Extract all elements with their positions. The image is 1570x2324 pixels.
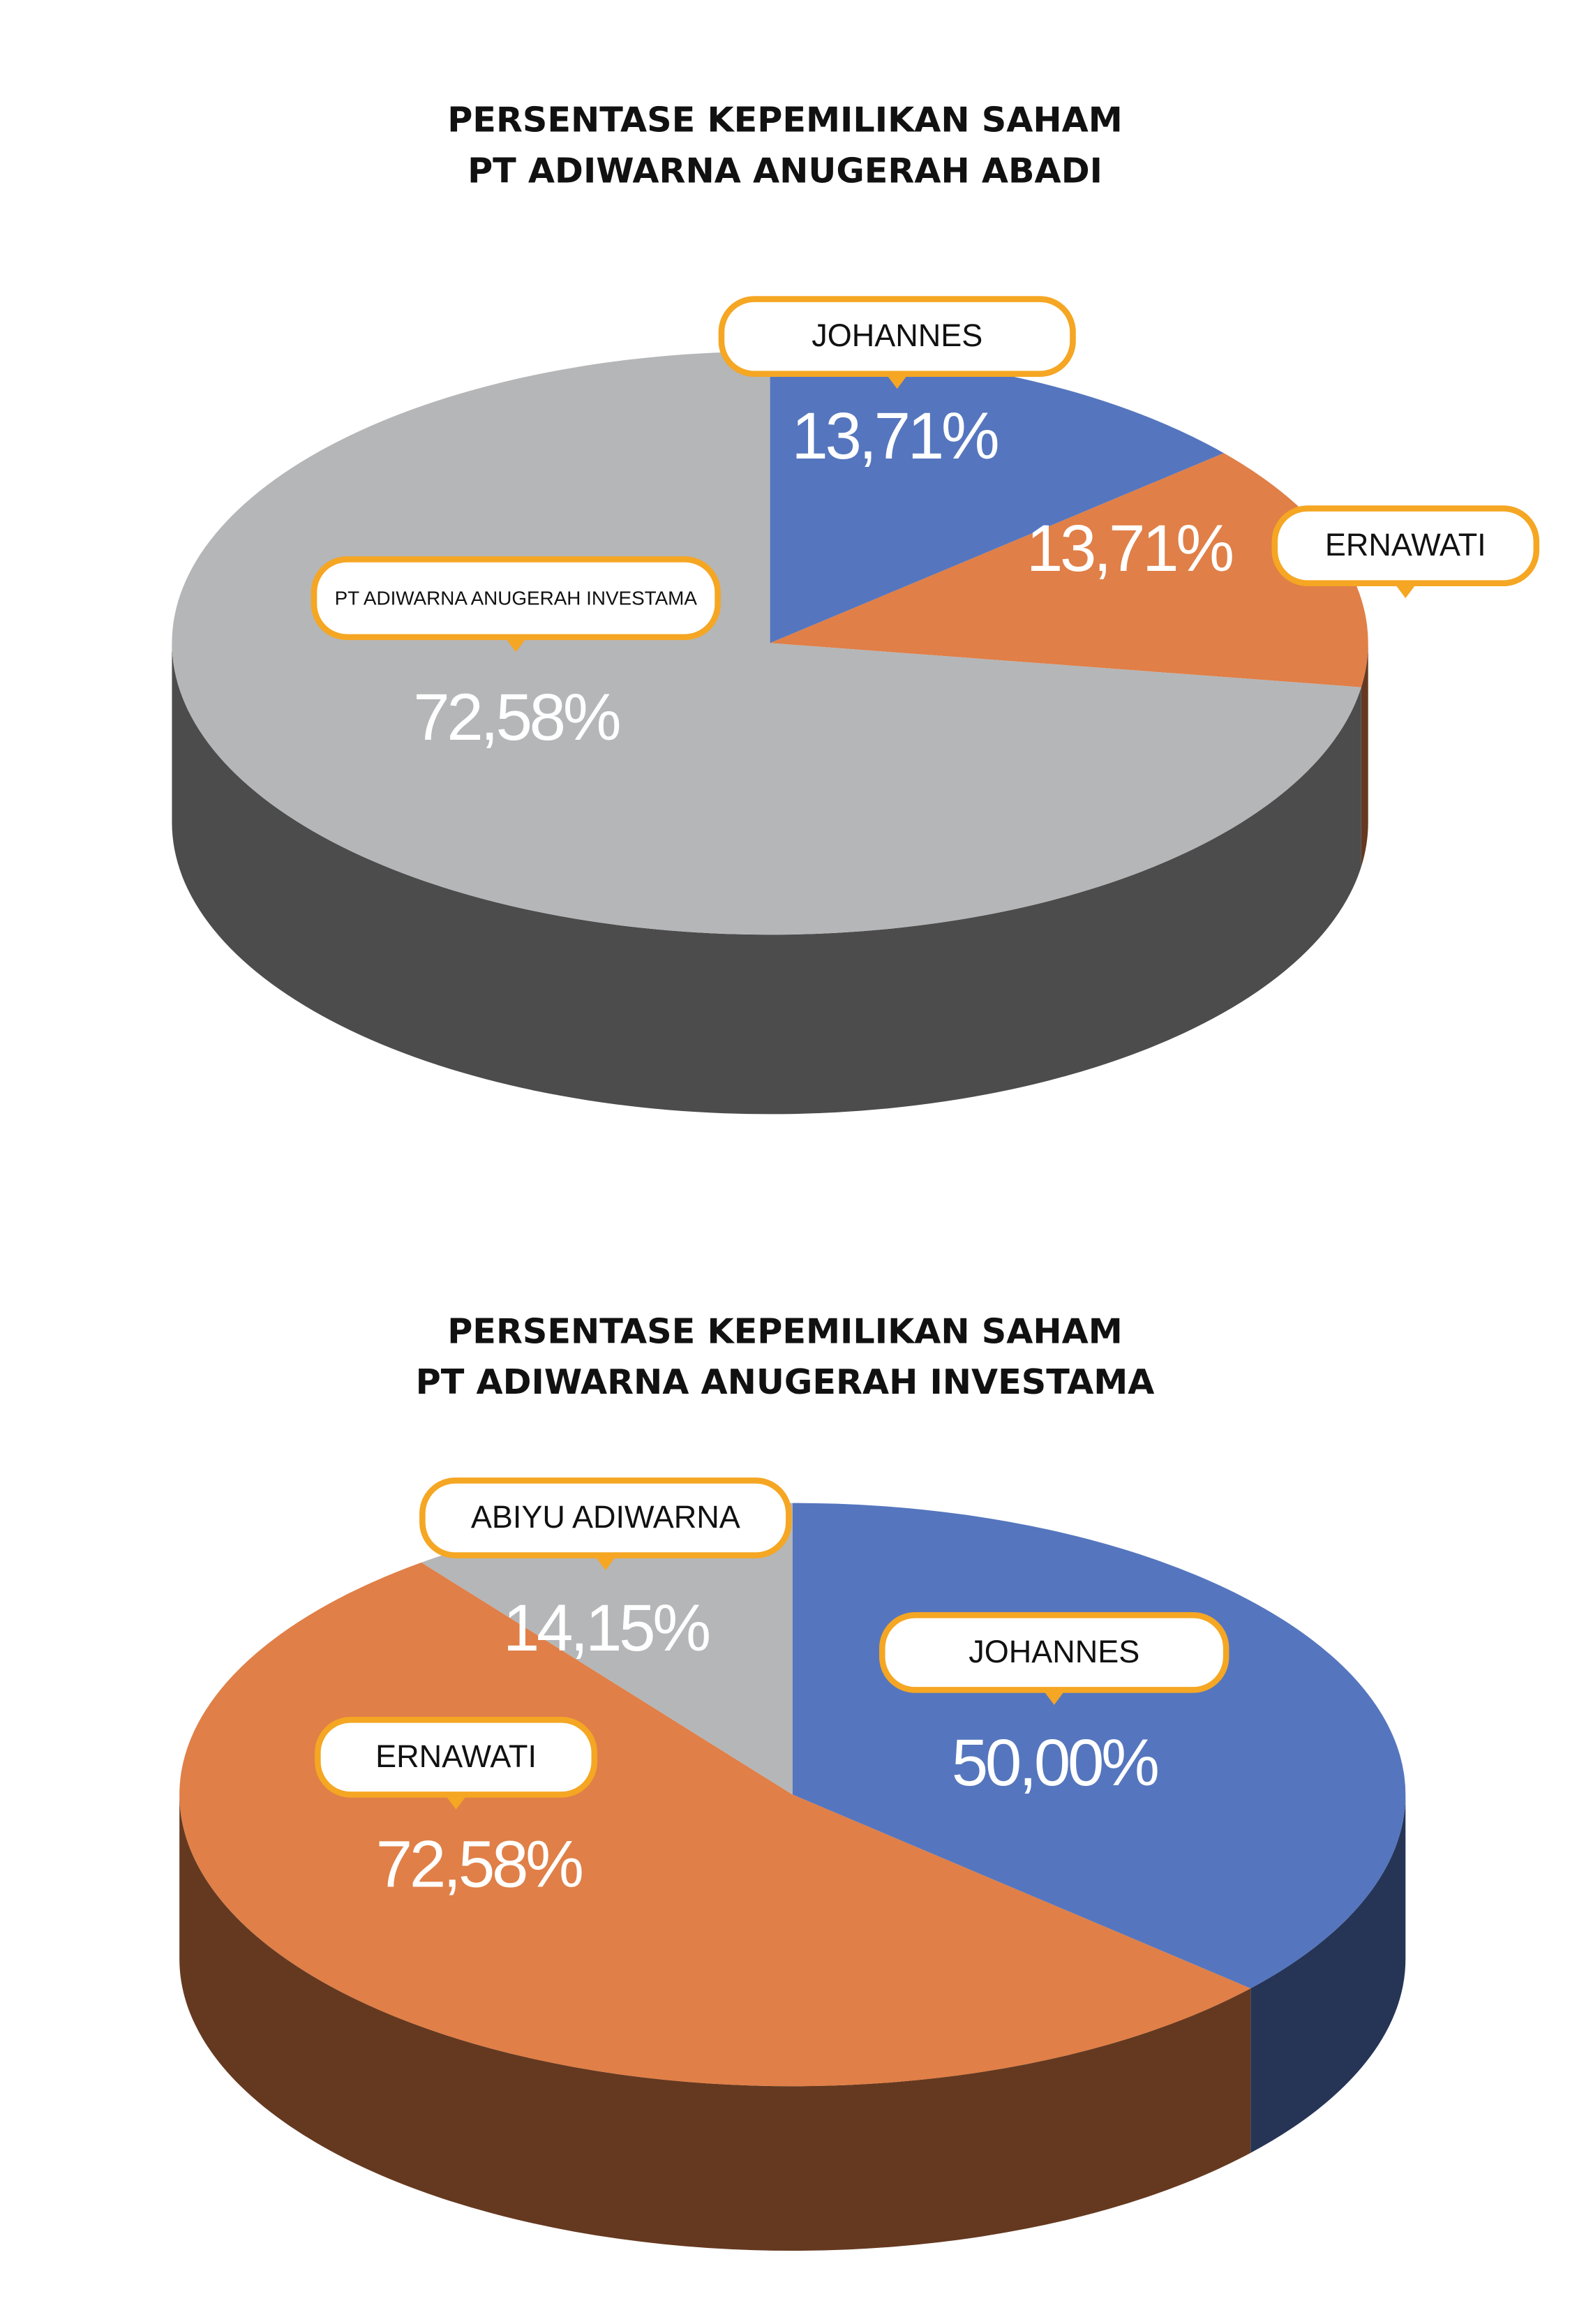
- slice-side: [172, 643, 1361, 1115]
- pie-slice: [172, 351, 1361, 935]
- slice-side: [1361, 643, 1368, 867]
- data-label: 13,71%: [1026, 512, 1232, 585]
- callout-box: [311, 556, 721, 641]
- slice-side: [179, 1794, 1251, 2251]
- legend-label: PT ADIWARNA ANUGERAH INVESTAMA: [335, 588, 698, 609]
- callout-box: [1271, 505, 1540, 586]
- data-label: 50,00%: [952, 1726, 1158, 1799]
- callout-box: [315, 1717, 598, 1798]
- callout-box: [419, 1477, 792, 1558]
- pie-slice: [179, 1562, 1251, 2087]
- callout-box: [879, 1612, 1229, 1693]
- chart-title: PT ADIWARNA ANUGERAH ABADI: [468, 150, 1102, 191]
- pie-slice: [421, 1503, 793, 1795]
- legend-label: JOHANNES: [812, 318, 982, 353]
- data-label: 72,58%: [413, 680, 619, 754]
- chart-title: PERSENTASE KEPEMILIKAN SAHAM: [447, 100, 1123, 140]
- data-label: 72,58%: [376, 1827, 582, 1900]
- slice-side: [1250, 1794, 1406, 2153]
- pie-chart: PERSENTASE KEPEMILIKAN SAHAM PT ADIWARNA …: [172, 100, 1540, 1115]
- pie-slice: [770, 351, 1224, 643]
- chart-title: PT ADIWARNA ANUGERAH INVESTAMA: [416, 1362, 1155, 1402]
- legend-label: ERNAWATI: [1325, 527, 1486, 563]
- data-label: 14,15%: [503, 1591, 709, 1664]
- chart-title: PERSENTASE KEPEMILIKAN SAHAM: [447, 1311, 1123, 1351]
- data-label: 13,71%: [791, 399, 997, 472]
- legend-label: ABIYU ADIWARNA: [471, 1499, 740, 1535]
- legend-label: ERNAWATI: [375, 1738, 537, 1774]
- callout-box: [718, 296, 1076, 377]
- pie-slice: [770, 453, 1368, 687]
- pie-chart: PERSENTASE KEPEMILIKAN SAHAM PT ADIWARNA …: [179, 1311, 1406, 2251]
- legend-label: JOHANNES: [969, 1634, 1139, 1669]
